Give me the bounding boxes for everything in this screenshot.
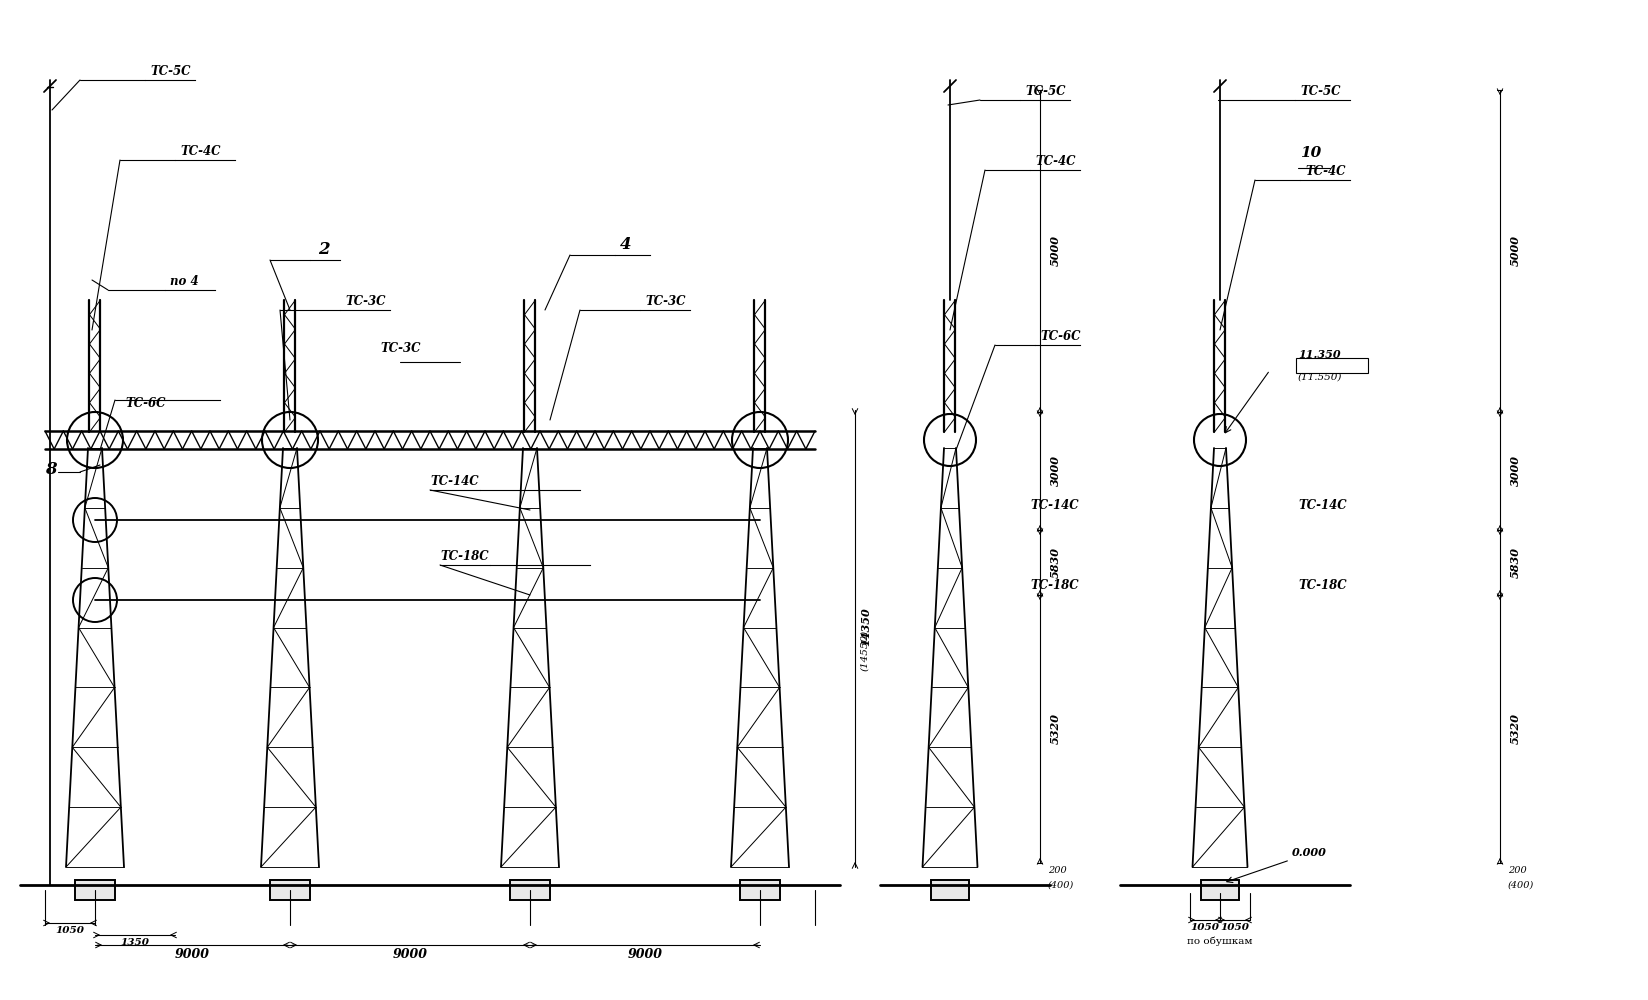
Text: 5830: 5830: [1050, 547, 1061, 578]
Text: TC-18C: TC-18C: [1030, 579, 1079, 592]
Bar: [740, 880, 780, 900]
Text: 3000: 3000: [1050, 456, 1061, 487]
Text: TC-6C: TC-6C: [125, 397, 165, 410]
Text: (400): (400): [1048, 881, 1074, 890]
Text: 2: 2: [318, 241, 330, 258]
Text: 14350: 14350: [860, 607, 872, 646]
Text: 9000: 9000: [628, 948, 662, 961]
Text: 9000: 9000: [392, 948, 427, 961]
Text: TC-18C: TC-18C: [440, 550, 488, 563]
Text: (11.550): (11.550): [1299, 373, 1343, 382]
Text: 5320: 5320: [1510, 714, 1521, 744]
Text: TC-18C: TC-18C: [1299, 579, 1346, 592]
Text: TC-5C: TC-5C: [150, 65, 191, 78]
Text: 5830: 5830: [1510, 547, 1521, 578]
Text: 5320: 5320: [1050, 714, 1061, 744]
Text: TC-14C: TC-14C: [430, 475, 478, 488]
Text: 9000: 9000: [175, 948, 209, 961]
Text: 0.000: 0.000: [1292, 847, 1327, 858]
Text: TC-14C: TC-14C: [1030, 499, 1079, 512]
Text: по обушкам: по обушкам: [1187, 936, 1252, 946]
Text: 1050: 1050: [1221, 923, 1249, 932]
Text: (14550): (14550): [860, 630, 868, 671]
Text: 5000: 5000: [1510, 235, 1521, 266]
Text: TC-3C: TC-3C: [344, 295, 386, 308]
Text: 5000: 5000: [1050, 235, 1061, 266]
Text: 200: 200: [1048, 866, 1066, 875]
Text: TC-4C: TC-4C: [1305, 165, 1345, 178]
Text: TC-5C: TC-5C: [1025, 85, 1066, 98]
Text: 11.350: 11.350: [1299, 349, 1340, 360]
Bar: [1295, 358, 1368, 373]
Bar: [270, 880, 310, 900]
Text: TC-3C: TC-3C: [644, 295, 686, 308]
Text: TC-14C: TC-14C: [1299, 499, 1346, 512]
Text: 200: 200: [1508, 866, 1526, 875]
Text: 3000: 3000: [1510, 456, 1521, 487]
Text: 1350: 1350: [120, 938, 150, 947]
Text: TC-5C: TC-5C: [1300, 85, 1340, 98]
Bar: [509, 880, 550, 900]
Text: TC-3C: TC-3C: [381, 342, 420, 355]
Text: 8: 8: [44, 462, 56, 479]
Text: no 4: no 4: [170, 275, 199, 288]
Text: 4: 4: [620, 236, 631, 253]
Bar: [76, 880, 115, 900]
Text: TC-4C: TC-4C: [1035, 155, 1076, 168]
Text: (400): (400): [1508, 881, 1534, 890]
Text: TC-4C: TC-4C: [180, 145, 221, 158]
Text: TC-6C: TC-6C: [1040, 330, 1081, 343]
Bar: [1201, 880, 1239, 900]
Text: 1050: 1050: [56, 926, 84, 935]
Text: 1050: 1050: [1190, 923, 1220, 932]
Text: 10: 10: [1300, 146, 1322, 160]
Bar: [931, 880, 969, 900]
